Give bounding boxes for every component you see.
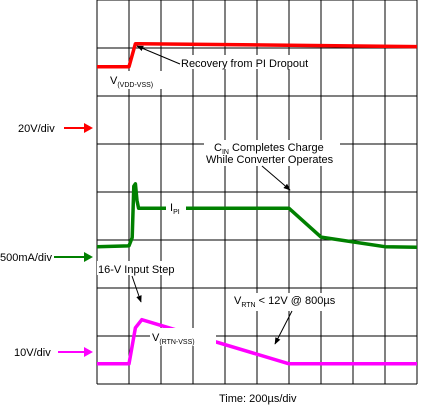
chart-traces xyxy=(96,41,418,366)
trace-label-vdd: V(VDD-VSS) xyxy=(108,71,170,89)
annotation-recovery: Recovery from PI Dropout xyxy=(136,45,310,70)
channel-arrowhead-vdd xyxy=(84,123,93,133)
series-line-rtn xyxy=(97,317,417,366)
annotation-recovery-text: Recovery from PI Dropout xyxy=(181,58,308,70)
annotation-step-arrow xyxy=(131,275,142,303)
channel-marker-rtn: 10V/div xyxy=(14,347,93,359)
trace-label-vdd-text: V(VDD-VSS) xyxy=(110,75,153,89)
annotation-vrtn-arrow xyxy=(274,310,293,345)
annotation-cin-line1: CIN Completes Charge xyxy=(214,142,324,156)
annotation-cin-arrow xyxy=(261,165,291,191)
channel-marker-vdd: 20V/div xyxy=(18,123,93,135)
annotation-step-text: 16-V Input Step xyxy=(98,264,174,276)
channel-marker-ipi: 500mA/div xyxy=(0,252,93,264)
channel-arrowhead-ipi xyxy=(84,252,93,262)
series-line-vdd xyxy=(97,41,418,69)
trace-label-ipi: IPI xyxy=(166,200,186,216)
channel-scale-label-ipi: 500mA/div xyxy=(0,252,52,264)
trace-label-rtn: V(RTN-VSS) xyxy=(150,328,216,346)
annotation-cin-line2: While Converter Operates xyxy=(206,154,334,166)
channel-arrowhead-rtn xyxy=(84,347,93,357)
x-axis-label: Time: 200µs/div xyxy=(219,393,297,405)
annotation-step: 16-V Input Step xyxy=(97,261,185,303)
channel-scale-label-vdd: 20V/div xyxy=(18,123,55,135)
series-line-ipi xyxy=(96,182,418,249)
annotation-vrtn-text: VRTN < 12V @ 800µs xyxy=(234,295,336,309)
trace-label-ipi-text: IPI xyxy=(170,202,180,216)
channel-scale-label-rtn: 10V/div xyxy=(14,347,51,359)
annotation-vrtn: VRTN < 12V @ 800µs xyxy=(230,293,336,345)
trace-label-rtn-text: V(RTN-VSS) xyxy=(152,332,195,346)
annotation-cin: CIN Completes Charge While Converter Ope… xyxy=(204,140,340,191)
annotation-recovery-arrow xyxy=(136,45,181,65)
